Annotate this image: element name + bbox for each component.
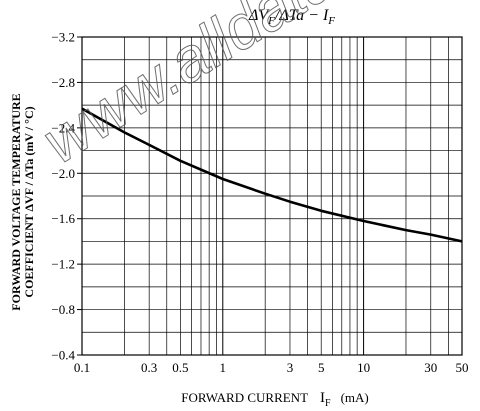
y-tick-label: −1.6	[51, 211, 75, 226]
y-tick-label: −0.8	[51, 302, 75, 317]
y-tick-label: −2.4	[51, 120, 75, 135]
y-tick-label: −0.4	[51, 348, 75, 363]
x-tick-label: 50	[456, 360, 469, 375]
y-axis-label-line2: COEFFICIENT ΔVF / ΔTa (mV / °C)	[22, 106, 36, 297]
y-tick-label: −1.2	[51, 257, 75, 272]
x-tick-label: 0.5	[172, 360, 188, 375]
chart-title: ΔVF/ΔTa − IF	[248, 7, 335, 27]
x-tick-label: 5	[318, 360, 325, 375]
x-tick-label: 30	[424, 360, 437, 375]
y-tick-label: −3.2	[51, 30, 75, 45]
x-tick-label: 0.3	[141, 360, 157, 375]
x-axis: 0.1 0.3 0.5 1 3 5 10 30 50	[74, 360, 469, 375]
y-tick-label: −2.8	[51, 75, 75, 90]
x-tick-label: 3	[287, 360, 294, 375]
y-tick-label: −2.0	[51, 166, 75, 181]
y-axis: −3.2 −2.8 −2.4 −2.0 −1.6 −1.2 −0.8 −0.4	[51, 30, 82, 363]
y-axis-label-line1: FORWARD VOLTAGE TEMPERATURE	[9, 93, 23, 310]
series-line	[81, 107, 463, 243]
plot-frame	[81, 36, 463, 356]
x-tick-label: 0.1	[74, 360, 90, 375]
x-tick-label: 10	[357, 360, 370, 375]
x-tick-label: 1	[220, 360, 227, 375]
x-axis-label: FORWARD CURRENT IF (mA)	[181, 390, 369, 409]
